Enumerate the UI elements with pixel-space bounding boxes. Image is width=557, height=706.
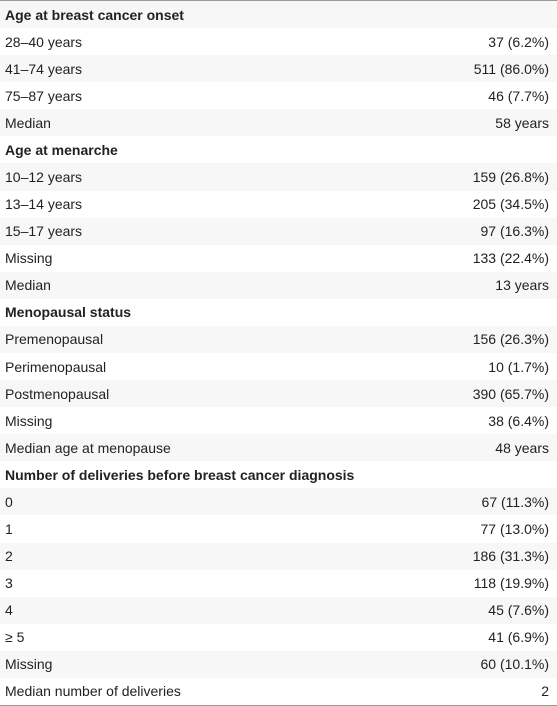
- table-row: Median age at menopause 48 years: [0, 434, 557, 462]
- section-header-row: Number of deliveries before breast cance…: [0, 461, 557, 488]
- table-row: 10–12 years 159 (26.8%): [0, 163, 557, 191]
- row-label: 13–14 years: [5, 196, 83, 213]
- row-label: 1: [5, 521, 13, 538]
- section-title: Number of deliveries before breast cance…: [5, 466, 355, 483]
- row-value: 133 (22.4%): [472, 250, 549, 267]
- row-label: 41–74 years: [5, 60, 83, 77]
- section-header-row: Menopausal status: [0, 299, 557, 326]
- section-title: Menopausal status: [5, 304, 132, 321]
- row-value: 60 (10.1%): [480, 656, 549, 673]
- row-value: 186 (31.3%): [472, 548, 549, 565]
- row-value: 45 (7.6%): [488, 602, 549, 619]
- row-value: 37 (6.2%): [488, 33, 549, 50]
- table-row: 75–87 years 46 (7.7%): [0, 82, 557, 109]
- row-value: 511 (86.0%): [473, 60, 549, 77]
- table-row: 28–40 years 37 (6.2%): [0, 28, 557, 55]
- table-row: Missing 60 (10.1%): [0, 650, 557, 678]
- row-value: 13 years: [495, 277, 549, 294]
- table-row: 15–17 years 97 (16.3%): [0, 217, 557, 245]
- row-value: 77 (13.0%): [480, 521, 549, 538]
- table-row: 2 186 (31.3%): [0, 542, 557, 570]
- row-value: 2: [541, 683, 549, 700]
- row-value: 67 (11.3%): [481, 493, 549, 510]
- table-row: Median 13 years: [0, 271, 557, 299]
- row-label: 15–17 years: [5, 223, 83, 240]
- table-row: Postmenopausal 390 (65.7%): [0, 380, 557, 408]
- table-row: Perimenopausal 10 (1.7%): [0, 353, 557, 380]
- row-value: 46 (7.7%): [488, 87, 549, 104]
- row-value: 41 (6.9%): [488, 629, 549, 646]
- section-title: Age at breast cancer onset: [5, 6, 184, 23]
- row-label: Median number of deliveries: [5, 683, 181, 700]
- row-value: 58 years: [495, 114, 549, 131]
- table-row: 4 45 (7.6%): [0, 596, 557, 624]
- table-row: 1 77 (13.0%): [0, 515, 557, 542]
- row-value: 38 (6.4%): [488, 412, 549, 429]
- row-label: 4: [5, 602, 13, 619]
- row-label: Missing: [5, 250, 53, 267]
- row-label: Missing: [5, 656, 53, 673]
- row-value: 10 (1.7%): [488, 358, 549, 375]
- row-label: Premenopausal: [5, 331, 104, 348]
- table-row: 3 118 (19.9%): [0, 570, 557, 597]
- row-label: 2: [5, 548, 13, 565]
- row-label: Perimenopausal: [5, 358, 107, 375]
- table-row: ≥ 5 41 (6.9%): [0, 624, 557, 651]
- row-label: 28–40 years: [5, 33, 83, 50]
- row-value: 118 (19.9%): [473, 575, 549, 592]
- table-row: Missing 133 (22.4%): [0, 245, 557, 272]
- section-header-row: Age at menarche: [0, 136, 557, 163]
- row-label: 10–12 years: [5, 169, 83, 185]
- section-title: Age at menarche: [5, 141, 118, 158]
- table-row: 13–14 years 205 (34.5%): [0, 191, 557, 218]
- table-row: Median 58 years: [0, 109, 557, 137]
- row-label: Postmenopausal: [5, 385, 110, 402]
- row-value: 97 (16.3%): [480, 223, 549, 240]
- row-value: 390 (65.7%): [472, 385, 549, 402]
- row-label: 75–87 years: [5, 87, 83, 104]
- table-row: Premenopausal 156 (26.3%): [0, 325, 557, 354]
- section-header-row: Age at breast cancer onset: [0, 1, 557, 29]
- row-label: 0: [5, 493, 13, 510]
- row-label: Median age at menopause: [5, 439, 171, 456]
- row-value: 159 (26.8%): [472, 169, 549, 185]
- row-label: Missing: [5, 412, 53, 429]
- table-row: Missing 38 (6.4%): [0, 407, 557, 434]
- row-value: 48 years: [495, 439, 549, 456]
- row-value: 205 (34.5%): [472, 196, 549, 213]
- table-row: 0 67 (11.3%): [0, 488, 557, 516]
- row-label: Median: [5, 114, 51, 131]
- table-row: 41–74 years 511 (86.0%): [0, 55, 557, 83]
- row-value: 156 (26.3%): [472, 331, 549, 348]
- row-label: ≥ 5: [5, 629, 25, 646]
- table-row: Median number of deliveries 2: [0, 678, 557, 705]
- row-label: Median: [5, 277, 51, 294]
- row-label: 3: [5, 575, 13, 592]
